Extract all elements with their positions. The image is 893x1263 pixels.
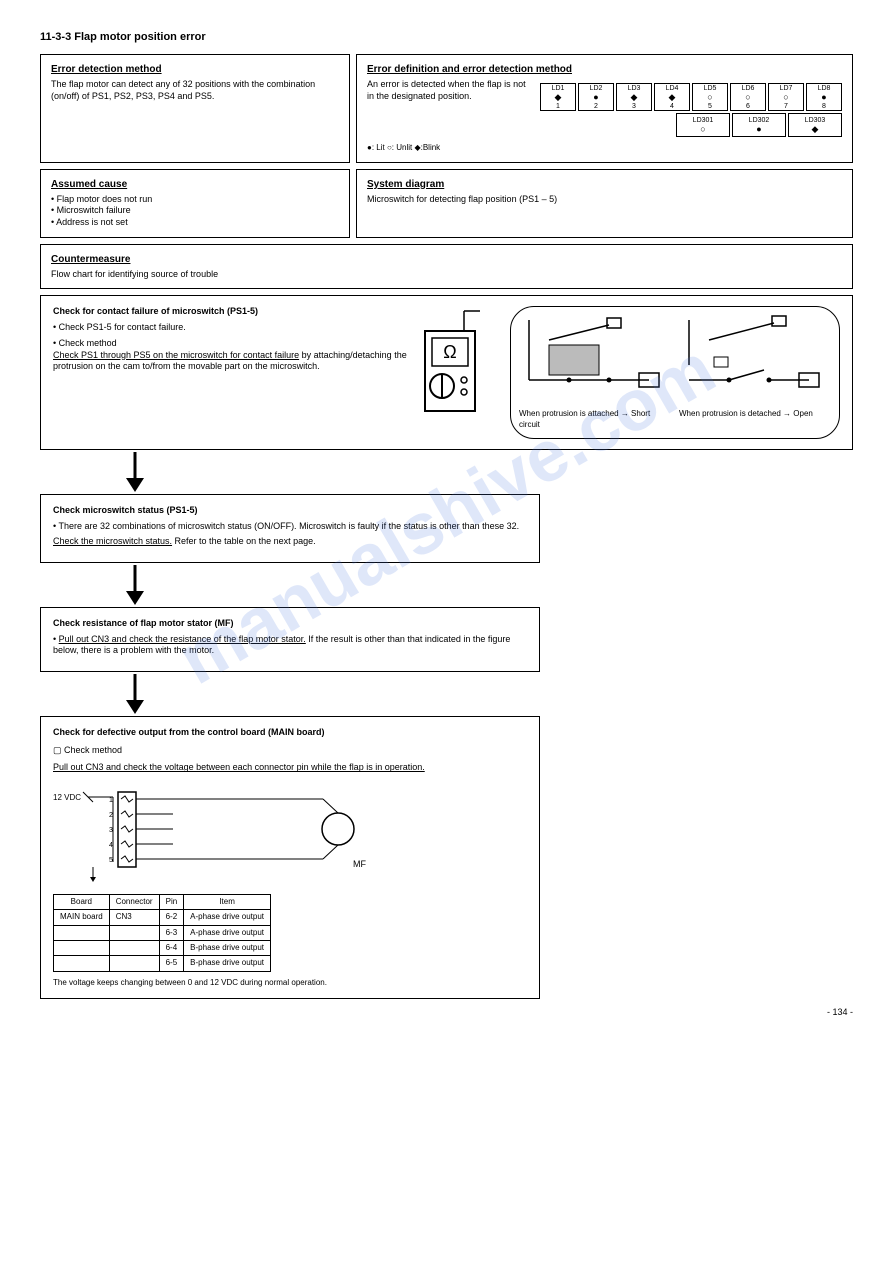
flow3-title: Check resistance of flap motor stator (M… (53, 618, 527, 630)
diag-right-label: When protrusion is detached → Open (679, 409, 831, 419)
led-cell: LD302● (732, 113, 786, 137)
flow2-u: Check the microswitch status. (53, 536, 172, 546)
svg-text:MF: MF (353, 859, 366, 869)
flow-step-2: Check microswitch status (PS1-5) • There… (40, 494, 540, 563)
flow-arrow-icon (120, 452, 853, 492)
flow4-sq: Check method (64, 745, 122, 755)
led-cell: LD7○7 (768, 83, 804, 111)
switch-detached-icon (679, 315, 829, 405)
cause-item: • Flap motor does not run (51, 194, 339, 206)
led-cell: LD1◆1 (540, 83, 576, 111)
flow-step-4: Check for defective output from the cont… (40, 716, 540, 999)
cause-item: • Address is not set (51, 217, 339, 229)
led-cell: LD3◆3 (616, 83, 652, 111)
flow-step-3: Check resistance of flap motor stator (M… (40, 607, 540, 672)
box-error-definition: Error definition and error detection met… (356, 54, 853, 162)
led-cell: LD2●2 (578, 83, 614, 111)
label-12vdc: 12 VDC (53, 793, 81, 802)
flow4-u: Pull out CN3 and check the voltage betwe… (53, 762, 527, 774)
flow4-table: BoardConnectorPinItemMAIN boardCN36-2A-p… (53, 894, 271, 972)
cause-item: • Microswitch failure (51, 205, 339, 217)
text-sysdiag: Microswitch for detecting flap position … (367, 194, 842, 206)
text-counter: Flow chart for identifying source of tro… (51, 269, 842, 281)
led-cell: LD301○ (676, 113, 730, 137)
svg-text:2: 2 (109, 812, 113, 819)
led-cell: LD4◆4 (654, 83, 690, 111)
ohmmeter-icon: Ω (420, 306, 500, 420)
svg-text:3: 3 (109, 827, 113, 834)
page-title: 11-3-3 Flap motor position error (40, 30, 853, 44)
svg-text:5: 5 (109, 857, 113, 864)
box-countermeasure: Countermeasure Flow chart for identifyin… (40, 244, 853, 290)
box-system-diagram: System diagram Microswitch for detecting… (356, 169, 853, 238)
box-error-detection: Error detection method The flap motor ca… (40, 54, 350, 162)
flow1-item2title: • Check method (53, 338, 117, 348)
flow4-note: The voltage keeps changing between 0 and… (53, 978, 527, 988)
heading-definition: Error definition and error detection met… (367, 63, 842, 76)
led-cell: LD6○6 (730, 83, 766, 111)
switch-attached-icon (519, 315, 669, 405)
text-detection: The flap motor can detect any of 32 posi… (51, 79, 339, 102)
led-cell: LD8●8 (806, 83, 842, 111)
heading-counter: Countermeasure (51, 253, 842, 266)
led-legend: ●: Lit ○: Unlit ◆:Blink (367, 143, 842, 153)
led-table: LD1◆1LD2●2LD3◆3LD4◆4LD5○5LD6○6LD7○7LD8●8… (540, 83, 842, 137)
flow1-item1: • Check PS1-5 for contact failure. (53, 322, 410, 334)
circuit-diagram: 12 VDC 1 2 3 4 5 (53, 782, 527, 886)
svg-text:1: 1 (109, 797, 113, 804)
page-number: - 134 - (827, 1007, 853, 1019)
text-definition: An error is detected when the flap is no… (367, 79, 530, 102)
flow3-u: Pull out CN3 and check the resistance of… (59, 634, 306, 644)
led-cell: LD303◆ (788, 113, 842, 137)
flow4-title: Check for defective output from the cont… (53, 727, 527, 739)
heading-detection: Error detection method (51, 63, 339, 76)
svg-text:4: 4 (109, 842, 113, 849)
flow1-item2u: Check PS1 through PS5 on the microswitch… (53, 350, 299, 360)
flow1-title: Check for contact failure of microswitch… (53, 306, 410, 318)
diag-left-label: When protrusion is attached → Short circ… (519, 409, 671, 430)
heading-sysdiag: System diagram (367, 178, 842, 191)
flow2-item1: • There are 32 combinations of microswit… (53, 521, 527, 533)
switch-diagram-group: When protrusion is attached → Short circ… (510, 306, 840, 438)
box-assumed-cause: Assumed cause • Flap motor does not run•… (40, 169, 350, 238)
flow2-title: Check microswitch status (PS1-5) (53, 505, 527, 517)
led-cell: LD5○5 (692, 83, 728, 111)
svg-text:Ω: Ω (443, 342, 456, 362)
flow-step-1: Check for contact failure of microswitch… (40, 295, 853, 449)
heading-cause: Assumed cause (51, 178, 339, 191)
flow-arrow-icon (120, 674, 853, 714)
flow-arrow-icon (120, 565, 853, 605)
flow2-rest: Refer to the table on the next page. (172, 536, 316, 546)
